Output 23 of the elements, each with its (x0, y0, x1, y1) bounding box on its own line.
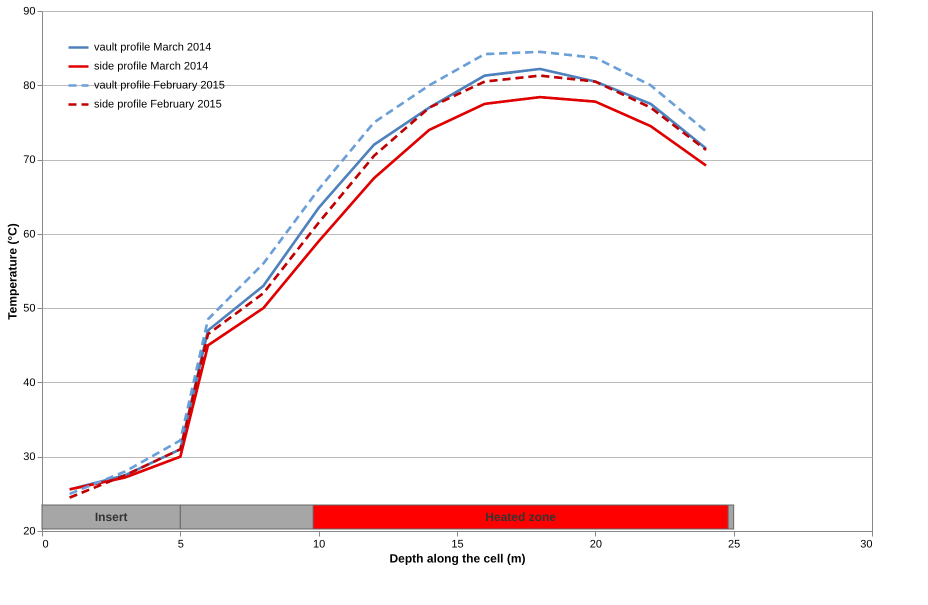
band-label: Insert (94, 510, 128, 524)
band-label: Heated zone (485, 510, 556, 524)
y-axis-title: Temperature (°C) (5, 223, 20, 320)
y-tick-label: 90 (23, 6, 36, 18)
legend-label: side profile February 2015 (94, 98, 222, 110)
x-tick-label: 30 (860, 538, 872, 550)
x-tick-label: 25 (728, 538, 740, 550)
y-tick-label: 30 (23, 451, 36, 464)
y-tick-label: 60 (23, 228, 36, 240)
x-tick-label: 0 (42, 538, 49, 550)
x-axis-title: Depth along the cell (m) (389, 552, 526, 566)
legend-label: vault profile February 2015 (94, 80, 225, 92)
legend-label: side profile March 2014 (94, 60, 208, 72)
x-tick-label: 5 (178, 538, 184, 550)
x-tick-label: 20 (590, 538, 602, 550)
y-tick-label: 50 (23, 302, 36, 315)
y-tick-label: 80 (23, 80, 36, 92)
y-tick-label: 40 (23, 376, 36, 389)
x-tick-label: 10 (313, 538, 326, 550)
y-tick-label: 20 (23, 526, 36, 538)
legend-label: vault profile March 2014 (94, 42, 212, 54)
x-tick-label: 15 (451, 538, 464, 550)
y-tick-label: 70 (23, 154, 36, 166)
